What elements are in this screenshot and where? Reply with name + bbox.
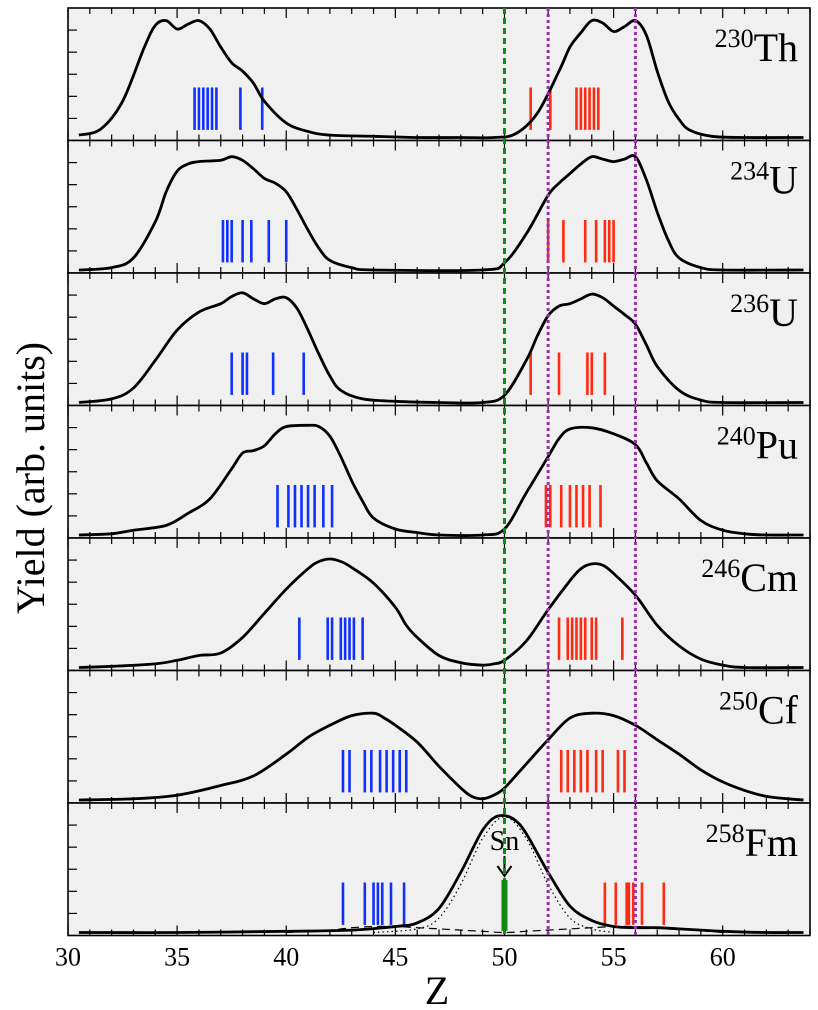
x-tick-label: 45 [382, 943, 408, 972]
nucleus-element: Th [754, 25, 798, 70]
nucleus-element: Pu [756, 423, 798, 468]
nucleus-element: Fm [745, 820, 798, 865]
nucleus-mass-number: 240 [717, 422, 756, 451]
x-tick-label: 40 [273, 943, 299, 972]
reference-lines-group [502, 8, 637, 936]
nucleus-label: 230Th [715, 24, 798, 70]
panel-background [68, 140, 810, 273]
nucleus-mass-number: 236 [730, 289, 769, 318]
panel-234u: 234U [67, 139, 811, 274]
nucleus-element: U [769, 290, 798, 335]
nucleus-element: Cf [758, 688, 799, 733]
nucleus-mass-number: 246 [701, 554, 740, 583]
nucleus-mass-number: 230 [715, 24, 754, 53]
x-tick-label: 50 [491, 943, 517, 972]
panel-background [68, 405, 810, 538]
x-tick-label: 30 [55, 943, 81, 972]
sn-arrow-head [496, 865, 513, 878]
yield-curve [78, 291, 804, 405]
panel-258fm: Sn 258Fm [67, 802, 811, 937]
panel-background [68, 803, 810, 936]
yield-curve [78, 18, 804, 140]
panel-frame [67, 802, 811, 937]
x-axis: 30 35 40 45 50 55 60 [55, 943, 736, 972]
panel-background [68, 538, 810, 671]
panel-236u: 236U [67, 272, 811, 407]
nucleus-label: 258Fm [706, 819, 798, 865]
panel-250cf: 250Cf [67, 669, 811, 804]
x-tick-label: 60 [710, 943, 736, 972]
yield-curve [78, 423, 804, 537]
nucleus-mass-number: 234 [730, 157, 769, 186]
nucleus-mass-number: 250 [719, 687, 758, 716]
yield-curve [78, 814, 804, 934]
nucleus-label: 240Pu [717, 422, 798, 468]
panel-240pu: 240Pu [67, 404, 811, 539]
x-axis-title: Z [425, 968, 449, 1010]
y-axis-title: Yield (arb. units) [8, 342, 53, 614]
nucleus-label: 250Cf [719, 687, 799, 733]
nucleus-element: Cm [740, 555, 798, 600]
nucleus-label: 246Cm [701, 554, 798, 600]
yield-curve [78, 154, 804, 273]
nucleus-element: U [769, 158, 798, 203]
panel-246cm: 246Cm [67, 537, 811, 672]
x-tick-label: 35 [164, 943, 190, 972]
nucleus-mass-number: 258 [706, 819, 745, 848]
panel-background [68, 670, 810, 803]
x-tick-label: 55 [601, 943, 627, 972]
yield-curve [78, 557, 804, 670]
panel-background [68, 273, 810, 406]
nucleus-label: 234U [730, 157, 798, 203]
panel-background [68, 8, 810, 141]
panel-230th: 230Th [67, 7, 811, 142]
nucleus-label: 236U [730, 289, 798, 335]
yield-curve [78, 711, 804, 802]
